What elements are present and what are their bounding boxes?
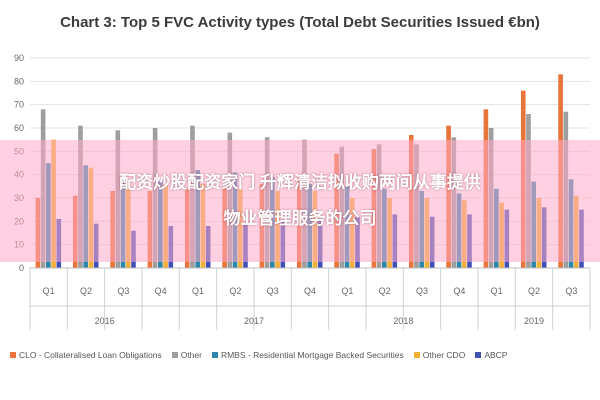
legend-label: RMBS - Residential Mortgage Backed Secur… xyxy=(220,350,404,360)
x-tick-label: Q3 xyxy=(565,286,577,296)
legend-label: Other CDO xyxy=(422,350,466,360)
legend: CLO - Collateralised Loan Obligations Oth… xyxy=(10,350,595,360)
x-tick-label: Q1 xyxy=(43,286,55,296)
x-tick-label: Q3 xyxy=(117,286,129,296)
watermark-line-2: 物业管理服务的公司 xyxy=(223,209,377,228)
legend-swatch xyxy=(211,352,218,358)
y-tick-label: 70 xyxy=(14,100,24,110)
legend-item: ABCP xyxy=(475,350,507,360)
x-tick-label: Q1 xyxy=(192,286,204,296)
x-tick-label: Q2 xyxy=(379,286,391,296)
x-tick-label: Q3 xyxy=(267,286,279,296)
legend-item: RMBS - Residential Mortgage Backed Secur… xyxy=(211,350,404,360)
legend-swatch xyxy=(475,352,482,358)
legend-item: CLO - Collateralised Loan Obligations xyxy=(10,350,162,360)
x-tick-label: Q3 xyxy=(416,286,428,296)
x-tick-label: Q4 xyxy=(304,286,316,296)
y-tick-label: 0 xyxy=(19,263,24,273)
legend-label: CLO - Collateralised Loan Obligations xyxy=(19,350,162,360)
x-tick-label: Q4 xyxy=(155,286,167,296)
y-tick-label: 80 xyxy=(14,76,24,86)
x-tick-label: Q1 xyxy=(491,286,503,296)
legend-label: ABCP xyxy=(484,350,508,360)
x-tick-label: Q2 xyxy=(80,286,92,296)
year-label: 2019 xyxy=(524,316,544,326)
legend-item: Other CDO xyxy=(413,350,466,360)
year-label: 2017 xyxy=(244,316,264,326)
legend-item: Other xyxy=(171,350,202,360)
year-label: 2016 xyxy=(95,316,115,326)
legend-swatch xyxy=(413,352,420,358)
chart-title: Chart 3: Top 5 FVC Activity types (Total… xyxy=(60,14,540,31)
watermark-line-1: 配资炒股配资家门 升辉清洁拟收购两间从事提供 xyxy=(119,173,481,192)
legend-label: Other xyxy=(180,350,202,360)
y-tick-label: 60 xyxy=(14,123,24,133)
x-tick-label: Q4 xyxy=(453,286,465,296)
x-tick-label: Q1 xyxy=(341,286,353,296)
year-label: 2018 xyxy=(393,316,413,326)
watermark-banner: 配资炒股配资家门 升辉清洁拟收购两间从事提供 物业管理服务的公司 xyxy=(0,140,600,262)
y-tick-label: 90 xyxy=(14,53,24,63)
legend-swatch xyxy=(171,352,178,358)
legend-swatch xyxy=(10,352,16,358)
x-tick-label: Q2 xyxy=(229,286,241,296)
x-tick-label: Q2 xyxy=(528,286,540,296)
